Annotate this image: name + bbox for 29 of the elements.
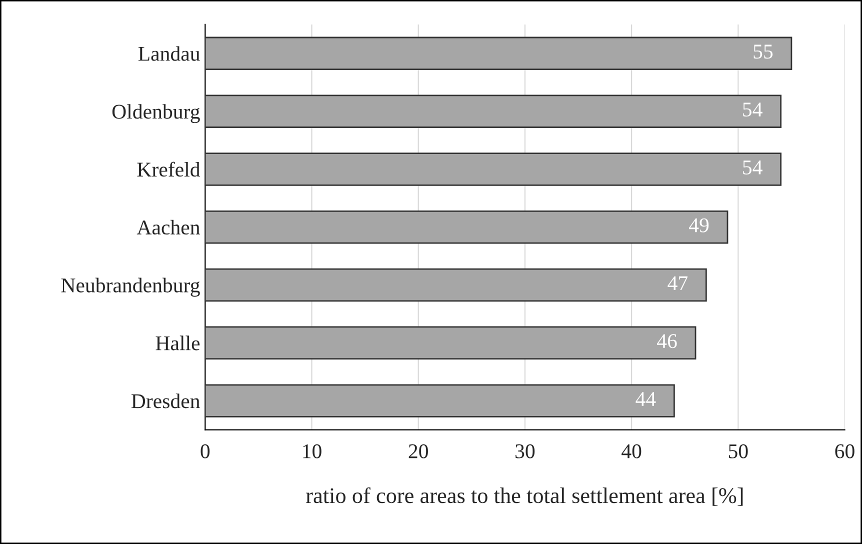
data-label: 44 xyxy=(636,392,656,406)
x-tick-label: 20 xyxy=(408,444,428,458)
y-tick-label: Halle xyxy=(156,336,200,350)
y-tick-label: Landau xyxy=(138,46,200,61)
y-tick-label: Neubrandenburg xyxy=(61,278,200,297)
data-label: 54 xyxy=(743,160,762,174)
data-label: 49 xyxy=(689,218,709,232)
bar xyxy=(205,326,696,360)
data-label: 55 xyxy=(754,44,773,59)
bar xyxy=(205,210,728,244)
x-axis-title: ratio of core areas to the total settlement area [%] xyxy=(306,487,743,506)
bar xyxy=(205,94,782,128)
data-label: 46 xyxy=(657,334,677,348)
x-tick-label: 30 xyxy=(516,444,535,458)
x-tick-label: 50 xyxy=(728,444,748,458)
data-label: 47 xyxy=(668,276,688,290)
x-tick-label: 0 xyxy=(200,444,210,458)
data-label: 54 xyxy=(743,102,762,117)
bar xyxy=(205,268,707,302)
y-tick-label: Aachen xyxy=(136,220,200,235)
y-tick-label: Dresden xyxy=(131,394,200,408)
y-tick-label: Krefeld xyxy=(137,162,200,177)
bar xyxy=(205,36,792,70)
bar xyxy=(205,152,782,186)
y-tick-label: Oldenburg xyxy=(112,104,200,124)
bar xyxy=(205,384,675,418)
x-tick-label: 40 xyxy=(622,444,642,458)
x-tick-label: 10 xyxy=(303,444,322,458)
x-tick-label: 60 xyxy=(835,444,854,458)
